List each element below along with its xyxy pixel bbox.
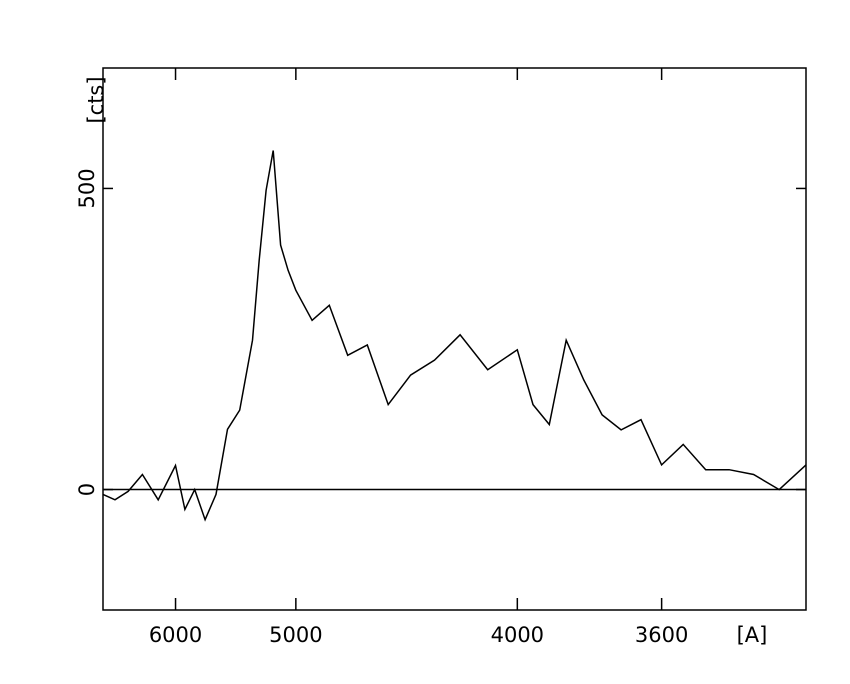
y-tick-label: 500 <box>75 168 99 208</box>
y-axis-label: [cts] <box>84 76 108 123</box>
x-tick-label: 5000 <box>269 623 322 647</box>
x-tick-label: 6000 <box>149 623 202 647</box>
x-tick-label: 3600 <box>635 623 688 647</box>
y-tick-label: 0 <box>75 483 99 496</box>
spectrum-line <box>102 150 807 522</box>
plot-frame <box>102 67 807 611</box>
x-axis-label: [A] <box>737 623 768 647</box>
x-tick-label: 4000 <box>491 623 544 647</box>
